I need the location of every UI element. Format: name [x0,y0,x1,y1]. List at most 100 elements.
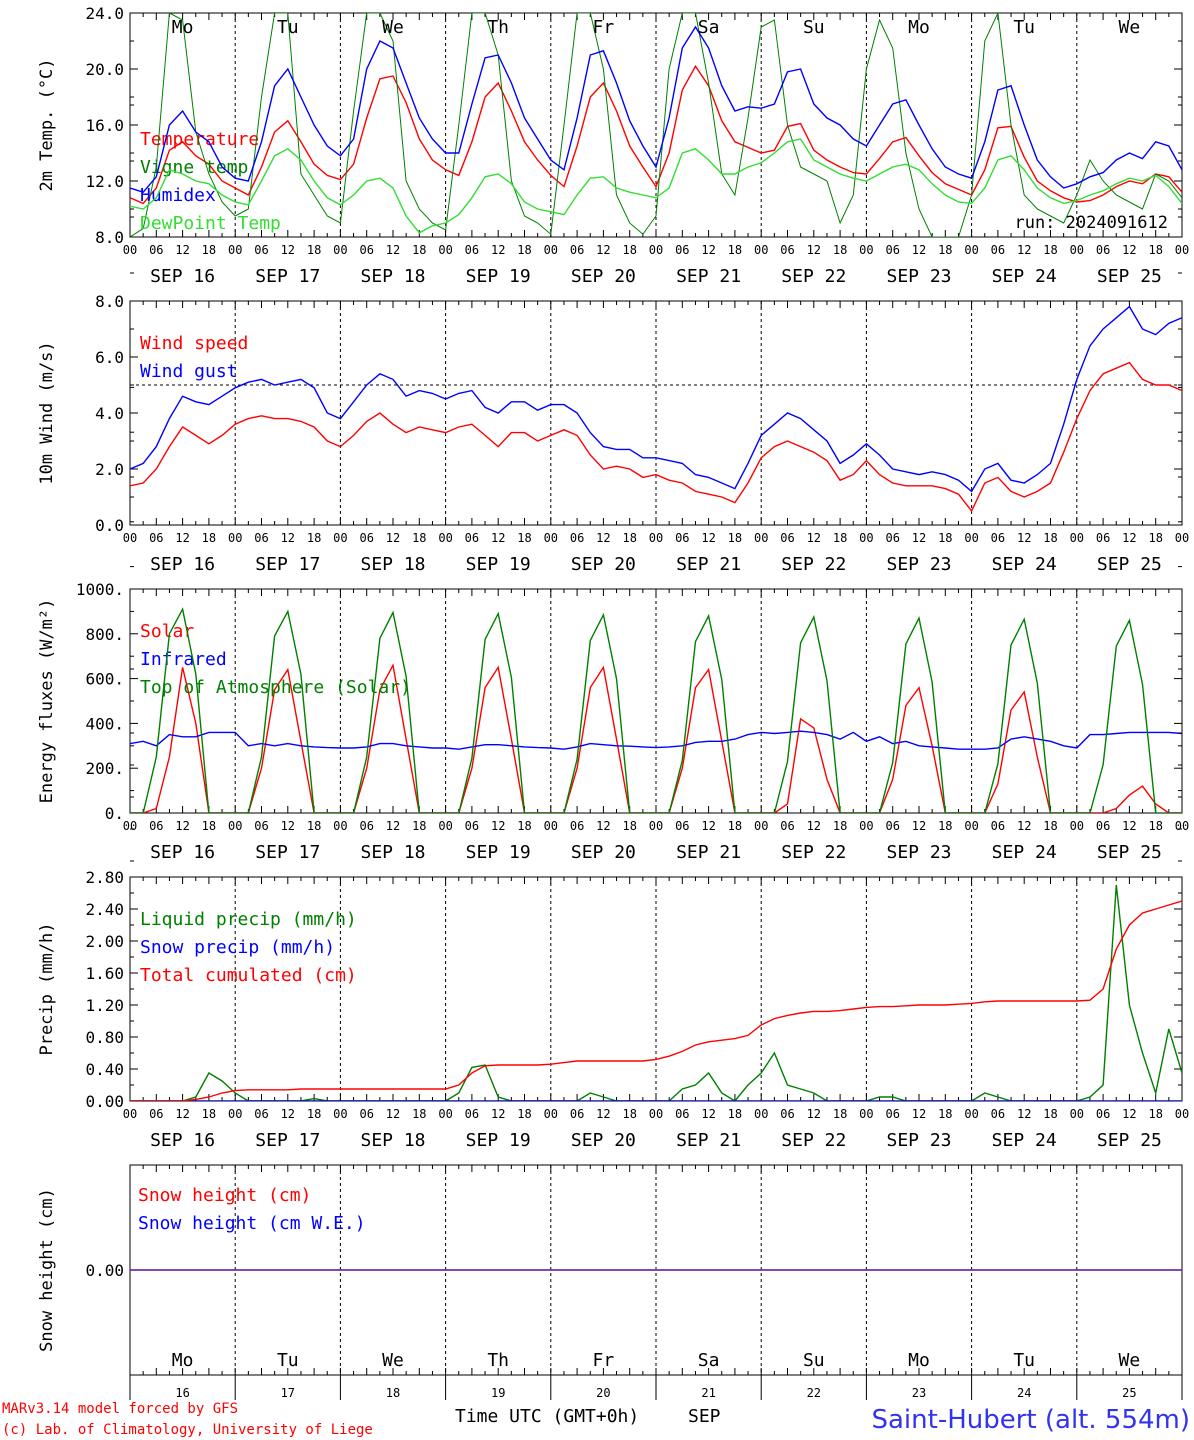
hour-tick-label: 18 [307,531,321,545]
hour-tick-label: 06 [780,531,794,545]
hour-tick-label: 18 [517,243,531,257]
legend-entry: Wind gust [140,361,238,382]
weekday-label: We [382,1350,404,1371]
date-label: SEP 23 [886,266,951,287]
hour-tick-label: 12 [596,819,610,833]
date-label: SEP 20 [571,1130,636,1151]
y-tick-label: 1000. [76,580,124,599]
hour-tick-label: 12 [1122,1107,1136,1121]
footer-time-axis: Time UTC (GMT+0h) [455,1406,639,1427]
y-tick-label: 24.0 [85,4,124,23]
date-label: SEP 18 [360,1130,425,1151]
hour-tick-label: 00 [1070,531,1084,545]
date-label: SEP 25 [1097,266,1162,287]
hour-tick-label: 06 [1096,1107,1110,1121]
hour-tick-label: 12 [1017,531,1031,545]
legend-entry: Total cumulated (cm) [140,965,357,986]
hour-tick-label: 00 [1070,819,1084,833]
hour-tick-label: 06 [254,531,268,545]
hour-tick-label: 18 [412,531,426,545]
hour-tick-label: 00 [754,819,768,833]
weekday-label: Th [487,17,509,38]
hour-tick-label: 12 [491,531,505,545]
day-number-label: 18 [386,1386,400,1400]
hour-tick-label: 00 [333,819,347,833]
hour-tick-label: 00 [859,531,873,545]
series-line-3 [130,25,1182,194]
hour-tick-label: 12 [807,1107,821,1121]
hour-tick-label: 18 [1148,1107,1162,1121]
series-line-3 [130,900,1182,1101]
hour-tick-label: 12 [175,1107,189,1121]
y-tick-label: 0.80 [85,1028,124,1047]
y-axis-title: 10m Wind (m/s) [37,341,57,484]
hour-tick-label: 18 [202,819,216,833]
hour-tick-label: 00 [123,819,137,833]
date-label: SEP 23 [886,1130,951,1151]
hour-tick-label: 18 [1043,819,1057,833]
date-label: SEP 23 [886,554,951,575]
y-tick-label: 0.0 [95,516,124,535]
date-label: SEP 16 [150,842,215,863]
series-line-2 [130,305,1182,493]
hour-tick-label: 00 [228,531,242,545]
y-axis-title: 2m Temp. (°C) [37,58,57,191]
footer-model-line2: (c) Lab. of Climatology, University of L… [2,1422,373,1438]
hour-tick-label: 00 [1175,1107,1189,1121]
hour-tick-label: 06 [991,819,1005,833]
hour-tick-label: 00 [438,1107,452,1121]
hour-tick-label: 18 [412,1107,426,1121]
day-number-label: 22 [807,1386,821,1400]
hour-tick-label: 06 [780,819,794,833]
weekday-label: Tu [1013,17,1035,38]
hour-tick-label: 18 [622,531,636,545]
day-number-label: 23 [912,1386,926,1400]
hour-tick-label: 06 [359,819,373,833]
day-number-label: 17 [281,1386,295,1400]
hour-tick-label: 06 [1096,243,1110,257]
hour-tick-label: 06 [465,531,479,545]
y-tick-label: 2.00 [85,932,124,951]
panel-5: 0.00 Snow height (cm) Snow height (cm) Snow… [37,1164,1183,1400]
hour-tick-label: 00 [333,1107,347,1121]
hour-tick-label: 00 [649,819,663,833]
y-tick-label: 0.00 [85,1092,124,1111]
weekday-label: We [1119,17,1141,38]
legend-entry: Top of Atmosphere (Solar) [140,677,411,698]
date-label: SEP 17 [255,1130,320,1151]
y-axis-title: Snow height (cm) [37,1188,57,1352]
hour-tick-label: 12 [701,243,715,257]
hour-tick-label: 00 [228,1107,242,1121]
y-tick-label: 800. [85,625,124,644]
weekday-label: Fr [593,17,615,38]
day-number-label: 16 [175,1386,189,1400]
hour-tick-label: 18 [202,1107,216,1121]
date-label: SEP 19 [466,266,531,287]
hour-tick-label: 12 [1017,243,1031,257]
weekday-label: Tu [1013,1350,1035,1371]
hour-tick-label: 18 [412,243,426,257]
hour-tick-label: 06 [1096,819,1110,833]
hour-tick-label: 12 [596,243,610,257]
hour-tick-label: 12 [912,819,926,833]
hour-tick-label: 00 [544,531,558,545]
legend-entry: Wind speed [140,333,248,354]
hour-tick-label: 12 [491,243,505,257]
hour-tick-label: 12 [596,531,610,545]
panel-3: 0. 200. 400. 600. 800. 1000. Energy fluxes (W/… [37,386,1189,863]
hour-tick-label: 06 [465,1107,479,1121]
hour-tick-label: 18 [833,819,847,833]
legend-entry: Vigne temp [140,157,248,178]
weekday-label: Sa [698,17,720,38]
hour-tick-label: 18 [938,531,952,545]
hour-tick-label: 00 [544,819,558,833]
date-label: SEP 21 [676,266,741,287]
y-axis-title: Precip (mm/h) [37,922,57,1055]
weekday-label: Tu [277,1350,299,1371]
day-number-label: 20 [596,1386,610,1400]
hour-tick-label: 06 [359,1107,373,1121]
hour-tick-label: 06 [465,819,479,833]
hour-tick-label: 12 [386,531,400,545]
hour-tick-label: 00 [1070,1107,1084,1121]
hour-tick-label: 18 [1148,819,1162,833]
